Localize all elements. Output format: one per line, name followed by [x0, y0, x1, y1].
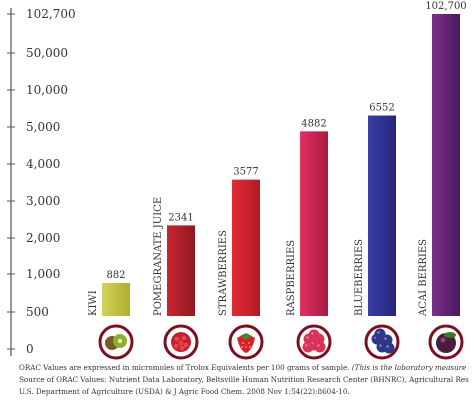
y-tick-label: 1,000	[26, 267, 60, 281]
bar-group: 4882 RASPBERRIES	[286, 118, 332, 360]
blueberry-icon	[364, 324, 400, 360]
bar-group: 882 KIWI	[88, 270, 134, 360]
pomegranate-icon	[163, 324, 199, 360]
category-label: ACAI BERRIES	[418, 239, 429, 317]
category-label: STRAWBERRIES	[218, 230, 229, 316]
y-tick-label: 50,000	[26, 46, 68, 60]
bar-group: 6552 BLUEBERRIES	[354, 103, 400, 360]
y-tick-label: 3,000	[26, 194, 60, 208]
footnote-line-1-italic: (This is the laboratory measure of ORAC.…	[351, 363, 469, 372]
bar-value-label: 6552	[369, 103, 394, 114]
acai-berry-icon	[428, 324, 464, 360]
bar-group: 102,700 ACAI BERRIES	[418, 1, 467, 360]
footnote-line-1-text: ORAC Values are expressed in micromoles …	[19, 363, 350, 372]
bar	[102, 282, 130, 316]
strawberry-icon	[228, 324, 264, 360]
category-label: KIWI	[88, 290, 99, 316]
bar-value-label: 4882	[301, 118, 326, 129]
kiwi-icon	[98, 324, 134, 360]
category-label: BLUEBERRIES	[354, 239, 365, 316]
footnote: ORAC Values are expressed in micromoles …	[19, 362, 469, 398]
category-label: POMEGRANATE JUICE	[153, 197, 164, 316]
y-tick-label: 2,000	[26, 231, 60, 245]
bars: 882 KIWI 2341 POMEGRANATE JUICE 3577 STRAWBER…	[88, 1, 467, 360]
y-tick-label: 4,000	[26, 157, 60, 171]
bar-value-label: 882	[106, 270, 125, 281]
bar	[232, 179, 260, 316]
raspberry-icon	[296, 324, 332, 360]
bar-value-label: 2341	[168, 212, 193, 223]
y-tick-label: 10,000	[26, 83, 68, 97]
y-tick-label: 0	[26, 342, 34, 356]
bar-value-label: 102,700	[425, 1, 466, 12]
footnote-line-3: U.S. Department of Agriculture (USDA) & …	[19, 387, 350, 396]
footnote-line-2: Source of ORAC Values: Nutrient Data Lab…	[19, 375, 469, 384]
bar	[167, 225, 195, 316]
bar-group: 3577 STRAWBERRIES	[218, 167, 264, 360]
bar	[368, 115, 396, 316]
y-axis: 0 500 1,000 2,000 3,000 4,000 5,000 10,000 50,00…	[7, 7, 76, 356]
orac-bar-chart: 0 500 1,000 2,000 3,000 4,000 5,000 10,000 50,00…	[7, 1, 467, 360]
bar	[432, 14, 460, 316]
y-tick-label: 5,000	[26, 120, 60, 134]
category-label: RASPBERRIES	[286, 240, 297, 316]
y-tick-label: 500	[26, 305, 49, 319]
bar	[300, 131, 328, 316]
bar-value-label: 3577	[233, 167, 258, 178]
footnote-line-1: ORAC Values are expressed in micromoles …	[19, 362, 469, 374]
bar-group: 2341 POMEGRANATE JUICE	[153, 197, 199, 360]
y-tick-label: 102,700	[26, 7, 76, 21]
